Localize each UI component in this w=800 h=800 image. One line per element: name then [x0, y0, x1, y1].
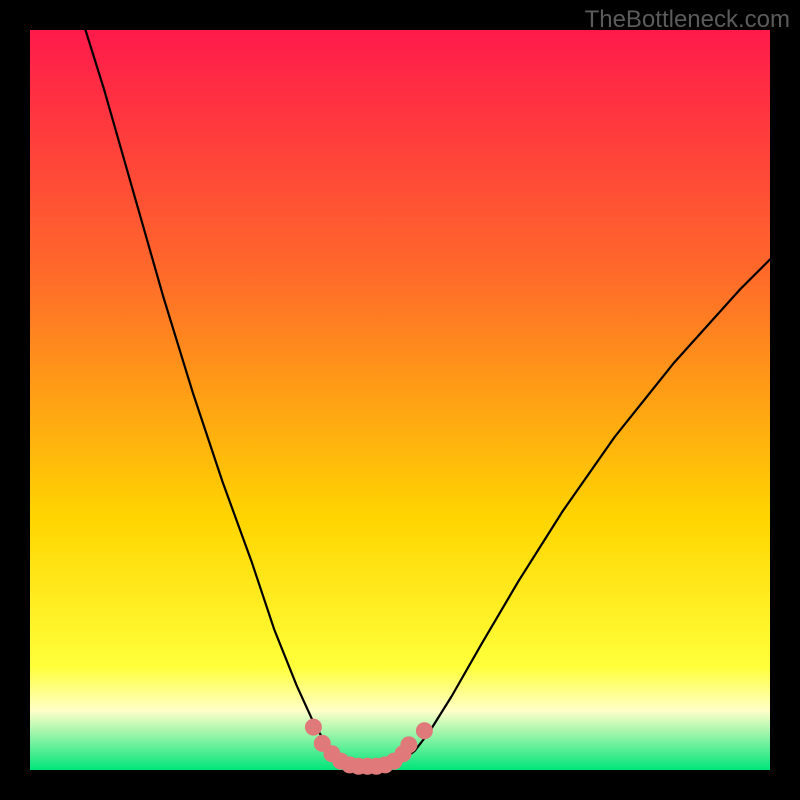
bottleneck-curve	[0, 0, 800, 800]
watermark-text: TheBottleneck.com	[585, 6, 790, 34]
bottleneck-curve-path	[86, 30, 771, 766]
chart-frame: TheBottleneck.com	[0, 0, 800, 800]
curve-marker	[416, 723, 432, 739]
curve-marker	[401, 737, 417, 753]
curve-marker	[305, 719, 321, 735]
